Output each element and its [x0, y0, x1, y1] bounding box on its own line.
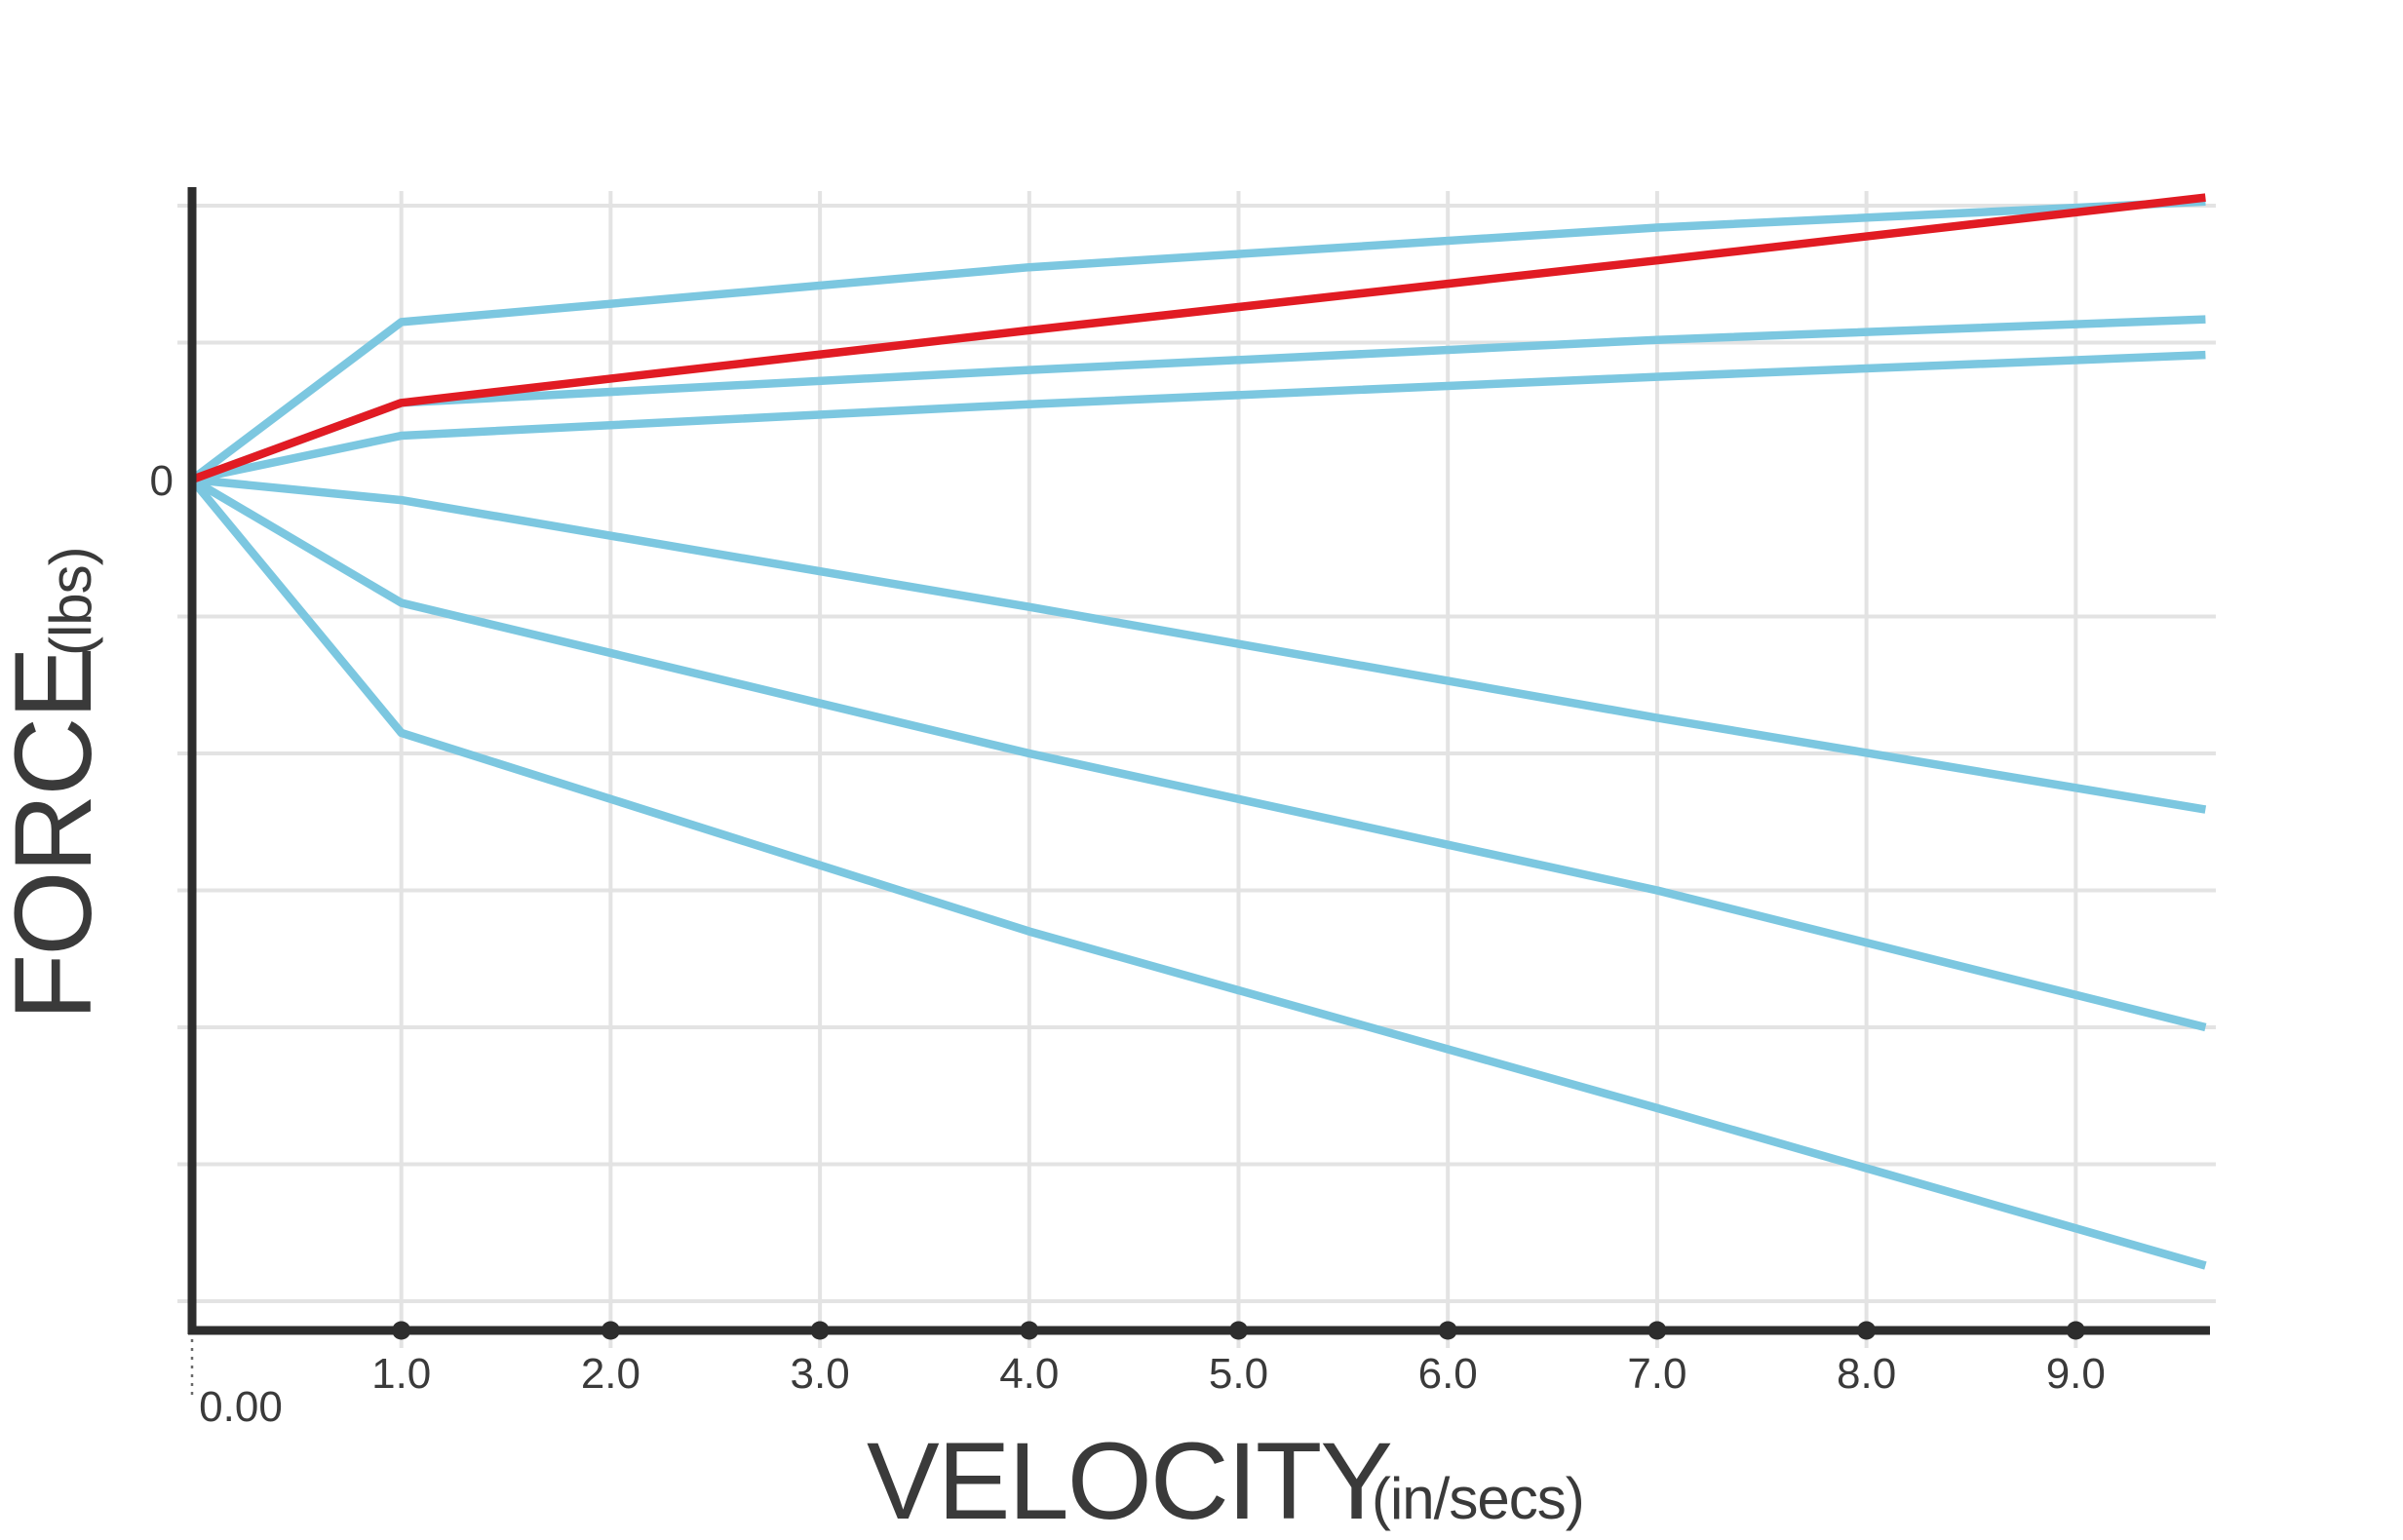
x-tick-dot [1857, 1321, 1877, 1340]
x-tick-dot [1647, 1321, 1667, 1340]
x-axis-origin-label: 0.00 [199, 1383, 283, 1431]
x-tick-dot [392, 1321, 411, 1340]
x-tick-label: 4.0 [999, 1350, 1059, 1398]
blue-line-3 [191, 350, 2206, 484]
y-axis-title: FORCE [0, 648, 114, 1020]
red-line [190, 193, 2206, 483]
blue-line-1 [189, 197, 2206, 483]
x-tick-dot [810, 1321, 830, 1340]
x-tick-dot [1229, 1321, 1248, 1340]
x-axis-title-unit: (in/secs) [1372, 1466, 1584, 1531]
x-tick-dot [1020, 1321, 1039, 1340]
x-tick-label: 7.0 [1627, 1350, 1686, 1398]
x-tick-dot [2066, 1321, 2085, 1340]
x-tick-dot [1438, 1321, 1457, 1340]
x-tick-label: 9.0 [2046, 1350, 2106, 1398]
blue-line-6 [188, 477, 2207, 1270]
blue-line-4 [191, 475, 2207, 814]
x-tick-label-layer: 1.0 2.0 3.0 4.0 5.0 6.0 7.0 8.0 9.0 [371, 1350, 2106, 1398]
axis-layer [187, 187, 2210, 1401]
x-tick-label: 6.0 [1418, 1350, 1478, 1398]
x-tick-label: 2.0 [581, 1350, 640, 1398]
y-axis-title-unit: (lbs) [38, 547, 103, 656]
blue-line-5 [189, 476, 2207, 1032]
y-axis-title-group: FORCE (lbs) [0, 547, 114, 1020]
series-layer [188, 193, 2207, 1270]
x-tick-label: 1.0 [371, 1350, 431, 1398]
y-axis-zero-label: 0 [150, 457, 174, 505]
x-tick-label: 5.0 [1209, 1350, 1268, 1398]
x-axis-title: VELOCITY [867, 1420, 1391, 1540]
x-tick-dot [601, 1321, 620, 1340]
x-tick-label: 3.0 [791, 1350, 850, 1398]
x-tick-label: 8.0 [1837, 1350, 1896, 1398]
